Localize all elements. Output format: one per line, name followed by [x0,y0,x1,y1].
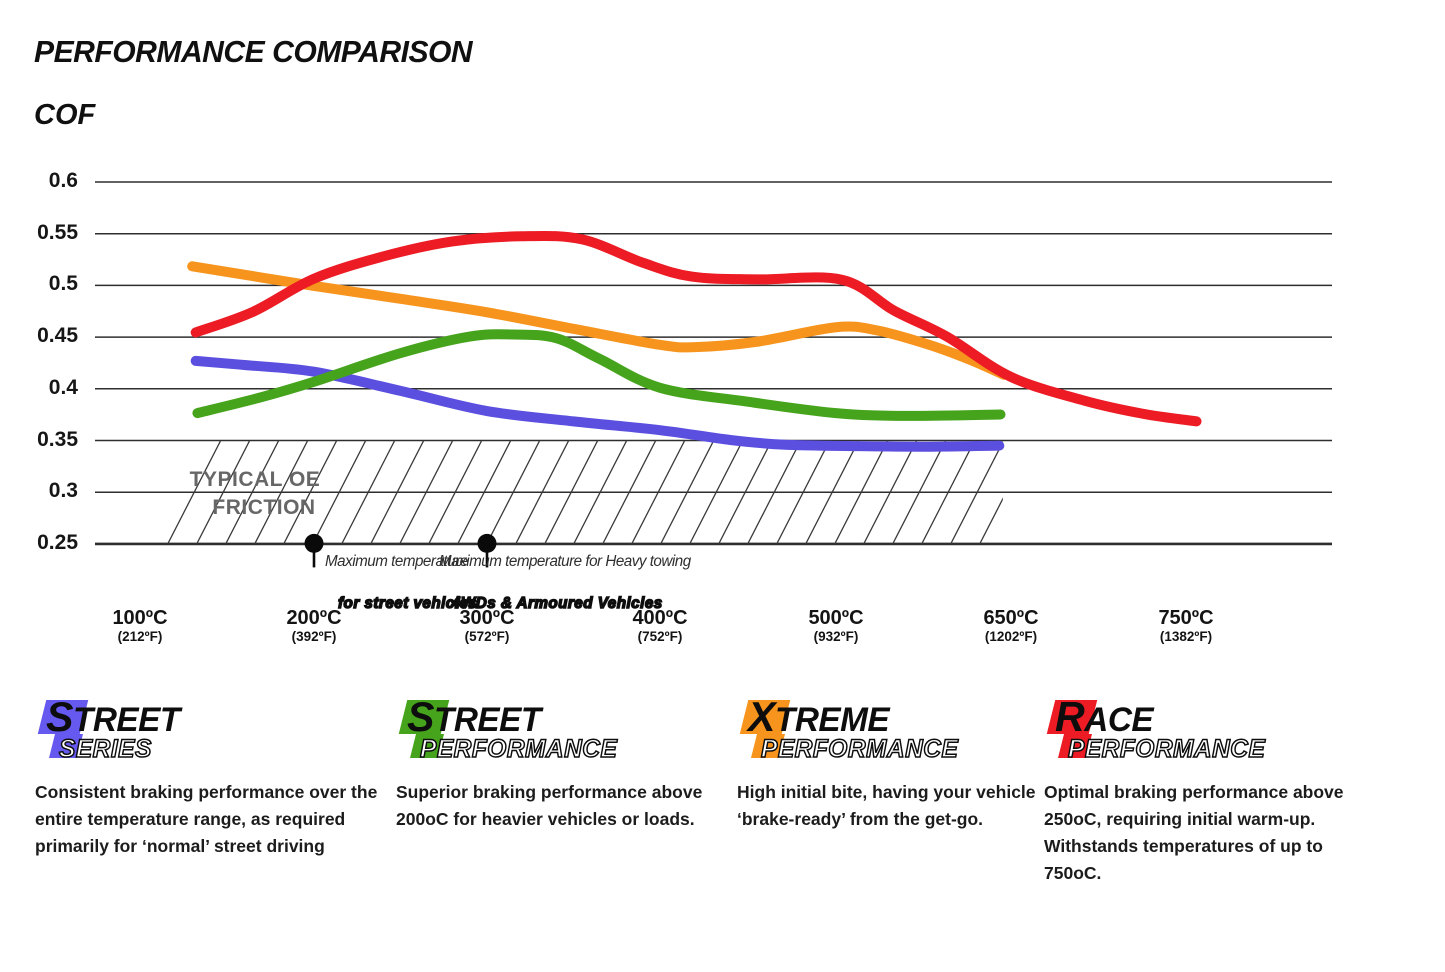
x-tick-500: 500ºC (932ºF) [808,607,864,644]
series-street-series [190,355,1005,452]
marker-dot-2 [477,533,497,553]
series-xtreme-performance [187,261,1009,380]
y-tick-0.5: 0.5 [48,272,78,296]
y-tick-0.6: 0.6 [48,169,78,192]
y-tick-0.3: 0.3 [48,479,78,503]
logo-word-1: STREET [46,693,180,740]
legend-xtreme-performance: XTREME PERFORMANCE High initial bite, ha… [737,693,1037,833]
x-tick-200: 200ºC (392ºF) [286,607,342,644]
logo-word-2: PERFORMANCE [760,734,959,764]
marker-dot-1 [304,533,324,553]
xtreme-performance-logo: XTREME PERFORMANCE [737,693,1037,764]
race-performance-logo: RACE PERFORMANCE [1044,693,1379,764]
logo-word-2: SERIES [58,734,152,764]
street-series-logo: STREET SERIES [35,693,380,764]
x-tick-650: 650ºC (1202ºF) [983,607,1039,644]
y-tick-0.45: 0.45 [37,324,78,348]
logo-word-1: RACE [1055,693,1154,740]
logo-word-1: XTREME [748,693,890,740]
oe-friction-hatch [161,440,1003,544]
legend-street-series: STREET SERIES Consistent braking perform… [35,693,380,860]
y-tick-0.4: 0.4 [48,375,78,399]
street-performance-logo: STREET PERFORMANCE [396,693,726,764]
x-tick-100: 100ºC (212ºF) [112,607,168,644]
legend-description: High initial bite, having your vehicle ‘… [737,782,1036,829]
x-tick-300: 300ºC (572ºF) [459,607,515,644]
oe-zone-label-1: TYPICAL OE [190,468,321,491]
legend-race-performance: RACE PERFORMANCE Optimal braking perform… [1044,693,1379,887]
performance-chart: TYPICAL OE FRICTION [95,181,1332,568]
logo-word-2: PERFORMANCE [1067,734,1266,764]
x-tick-750: 750ºC (1382ºF) [1158,607,1214,644]
legend-description: Superior braking performance above 200oC… [396,782,703,829]
series-race-performance [190,230,1202,427]
series-street-performance [192,329,1006,421]
chart-title: PERFORMANCE COMPARISON [34,34,473,69]
logo-word-1: STREET [407,693,541,740]
x-tick-400: 400ºC (752ºF) [632,607,688,644]
oe-zone-label-2: FRICTION [212,496,315,519]
legend-description: Optimal braking performance above 250oC,… [1044,782,1344,883]
y-tick-0.35: 0.35 [37,427,78,451]
legend-street-performance: STREET PERFORMANCE Superior braking perf… [396,693,726,833]
logo-word-2: PERFORMANCE [419,734,618,764]
legend-description: Consistent braking performance over the … [35,782,378,856]
y-tick-0.55: 0.55 [37,220,78,244]
y-tick-0.25: 0.25 [37,530,78,554]
y-axis-label: COF [34,99,96,131]
